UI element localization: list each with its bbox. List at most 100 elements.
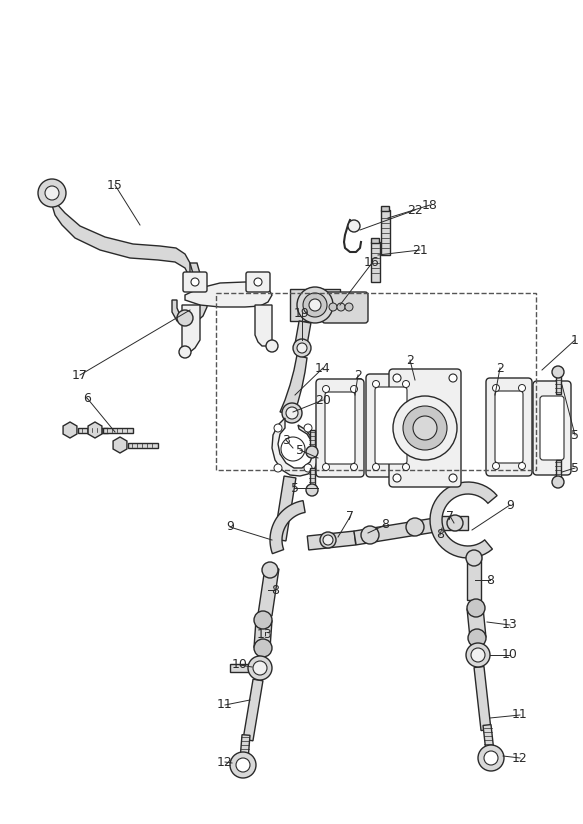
Circle shape	[323, 535, 333, 545]
FancyBboxPatch shape	[322, 292, 368, 323]
Polygon shape	[310, 468, 314, 490]
Circle shape	[373, 381, 380, 387]
Text: 5: 5	[296, 443, 304, 456]
Circle shape	[320, 532, 336, 548]
Polygon shape	[290, 289, 340, 321]
Circle shape	[282, 403, 302, 423]
Text: 7: 7	[346, 511, 354, 523]
Text: 15: 15	[107, 179, 123, 191]
Text: 18: 18	[422, 199, 438, 212]
Polygon shape	[272, 418, 318, 476]
Circle shape	[266, 340, 278, 352]
Polygon shape	[274, 476, 296, 541]
Polygon shape	[556, 372, 560, 394]
Text: 12: 12	[217, 756, 233, 769]
Polygon shape	[172, 263, 207, 325]
Polygon shape	[243, 679, 263, 741]
Circle shape	[493, 462, 500, 470]
Polygon shape	[310, 430, 314, 452]
Text: 12: 12	[512, 751, 528, 765]
FancyBboxPatch shape	[316, 379, 364, 477]
Text: 2: 2	[354, 368, 362, 382]
Circle shape	[230, 752, 256, 778]
Circle shape	[254, 639, 272, 657]
Circle shape	[293, 339, 311, 357]
Text: 13: 13	[257, 629, 273, 642]
Polygon shape	[307, 531, 356, 550]
Text: 13: 13	[502, 619, 518, 631]
Text: 10: 10	[502, 648, 518, 662]
Circle shape	[468, 629, 486, 647]
Polygon shape	[254, 620, 272, 648]
Text: 8: 8	[271, 583, 279, 597]
Circle shape	[471, 648, 485, 662]
Polygon shape	[371, 237, 379, 242]
Text: 1: 1	[571, 334, 579, 347]
Circle shape	[403, 406, 447, 450]
Text: 17: 17	[72, 368, 88, 382]
Circle shape	[38, 179, 66, 207]
FancyBboxPatch shape	[533, 381, 571, 475]
Circle shape	[304, 424, 312, 432]
Circle shape	[306, 446, 318, 458]
Polygon shape	[88, 422, 102, 438]
Circle shape	[262, 562, 278, 578]
Circle shape	[322, 463, 329, 471]
Polygon shape	[467, 555, 481, 600]
Circle shape	[493, 385, 500, 391]
Circle shape	[322, 386, 329, 392]
Circle shape	[248, 656, 272, 680]
Circle shape	[449, 374, 457, 382]
FancyBboxPatch shape	[366, 374, 416, 477]
Circle shape	[373, 463, 380, 471]
Text: 7: 7	[446, 509, 454, 522]
FancyBboxPatch shape	[246, 272, 270, 292]
Circle shape	[393, 396, 457, 460]
FancyBboxPatch shape	[375, 387, 407, 464]
Circle shape	[361, 526, 379, 544]
Text: 2: 2	[496, 362, 504, 374]
Circle shape	[45, 186, 59, 200]
Text: 14: 14	[315, 362, 331, 374]
Polygon shape	[52, 185, 190, 278]
Text: 16: 16	[364, 256, 380, 269]
Circle shape	[286, 407, 298, 419]
Circle shape	[484, 751, 498, 765]
Text: 5: 5	[291, 481, 299, 494]
Polygon shape	[371, 242, 380, 282]
Text: 5: 5	[571, 428, 579, 442]
Text: 8: 8	[381, 518, 389, 531]
Circle shape	[413, 416, 437, 440]
Polygon shape	[280, 355, 307, 414]
Text: 3: 3	[282, 433, 290, 447]
Polygon shape	[294, 321, 311, 351]
Circle shape	[281, 437, 305, 461]
Circle shape	[552, 366, 564, 378]
Circle shape	[345, 303, 353, 311]
Polygon shape	[240, 735, 250, 761]
Circle shape	[236, 758, 250, 772]
Circle shape	[191, 278, 199, 286]
Polygon shape	[474, 667, 491, 731]
Circle shape	[552, 476, 564, 488]
Circle shape	[348, 220, 360, 232]
Polygon shape	[128, 442, 158, 447]
Bar	[216, 293, 536, 470]
Polygon shape	[185, 282, 272, 307]
Circle shape	[254, 278, 262, 286]
Text: 11: 11	[217, 699, 233, 711]
Circle shape	[518, 462, 525, 470]
Polygon shape	[440, 516, 468, 530]
Circle shape	[406, 518, 424, 536]
Polygon shape	[103, 428, 133, 433]
Polygon shape	[113, 437, 127, 453]
Circle shape	[329, 303, 337, 311]
Polygon shape	[381, 205, 389, 210]
Circle shape	[447, 515, 463, 531]
Circle shape	[297, 287, 333, 323]
Circle shape	[518, 385, 525, 391]
Circle shape	[393, 474, 401, 482]
Polygon shape	[182, 305, 200, 352]
Circle shape	[304, 464, 312, 472]
Circle shape	[466, 550, 482, 566]
